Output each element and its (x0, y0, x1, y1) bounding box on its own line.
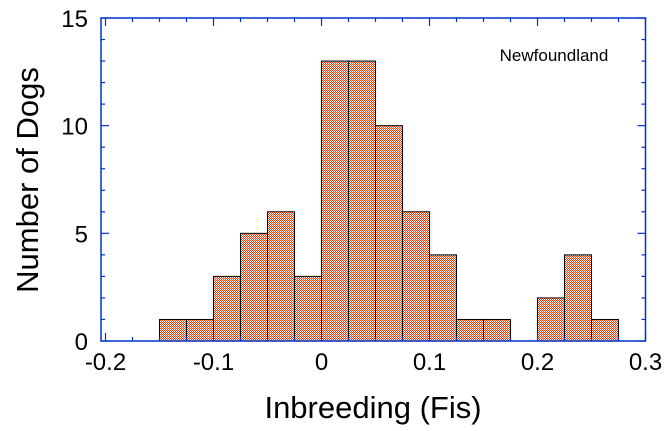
plot-frame (100, 17, 647, 342)
x-axis-label: Inbreeding (Fis) (264, 390, 481, 425)
histogram-bar (348, 60, 376, 342)
x-tick-label: 0 (315, 349, 328, 376)
histogram-bar (591, 318, 619, 342)
x-tick-label: -0.2 (85, 349, 126, 376)
histogram-bar (321, 60, 349, 342)
histogram-bar (402, 211, 430, 342)
x-tick-label: -0.1 (193, 349, 234, 376)
histogram-bar (267, 211, 295, 342)
histogram-bar (186, 318, 214, 342)
histogram-bar (537, 297, 565, 342)
histogram-bar (564, 254, 592, 342)
y-tick-label: 10 (61, 114, 88, 141)
x-tick-label: 0.3 (629, 349, 662, 376)
x-tick-label: 0.1 (413, 349, 446, 376)
y-axis-label: Number of Dogs (10, 67, 45, 293)
histogram-bar (159, 318, 187, 342)
histogram-bar (213, 275, 241, 342)
y-tick-label: 0 (75, 329, 88, 356)
annotation-label: Newfoundland (500, 46, 609, 65)
histogram-bar (483, 318, 511, 342)
y-tick-label: 5 (75, 221, 88, 248)
histogram-bar (240, 232, 268, 342)
y-tick-label: 15 (61, 6, 88, 33)
histogram-bar (456, 318, 484, 342)
histogram-bar (429, 254, 457, 342)
histogram-bar (375, 125, 403, 342)
histogram-bar (294, 275, 322, 342)
x-tick-label: 0.2 (521, 349, 554, 376)
